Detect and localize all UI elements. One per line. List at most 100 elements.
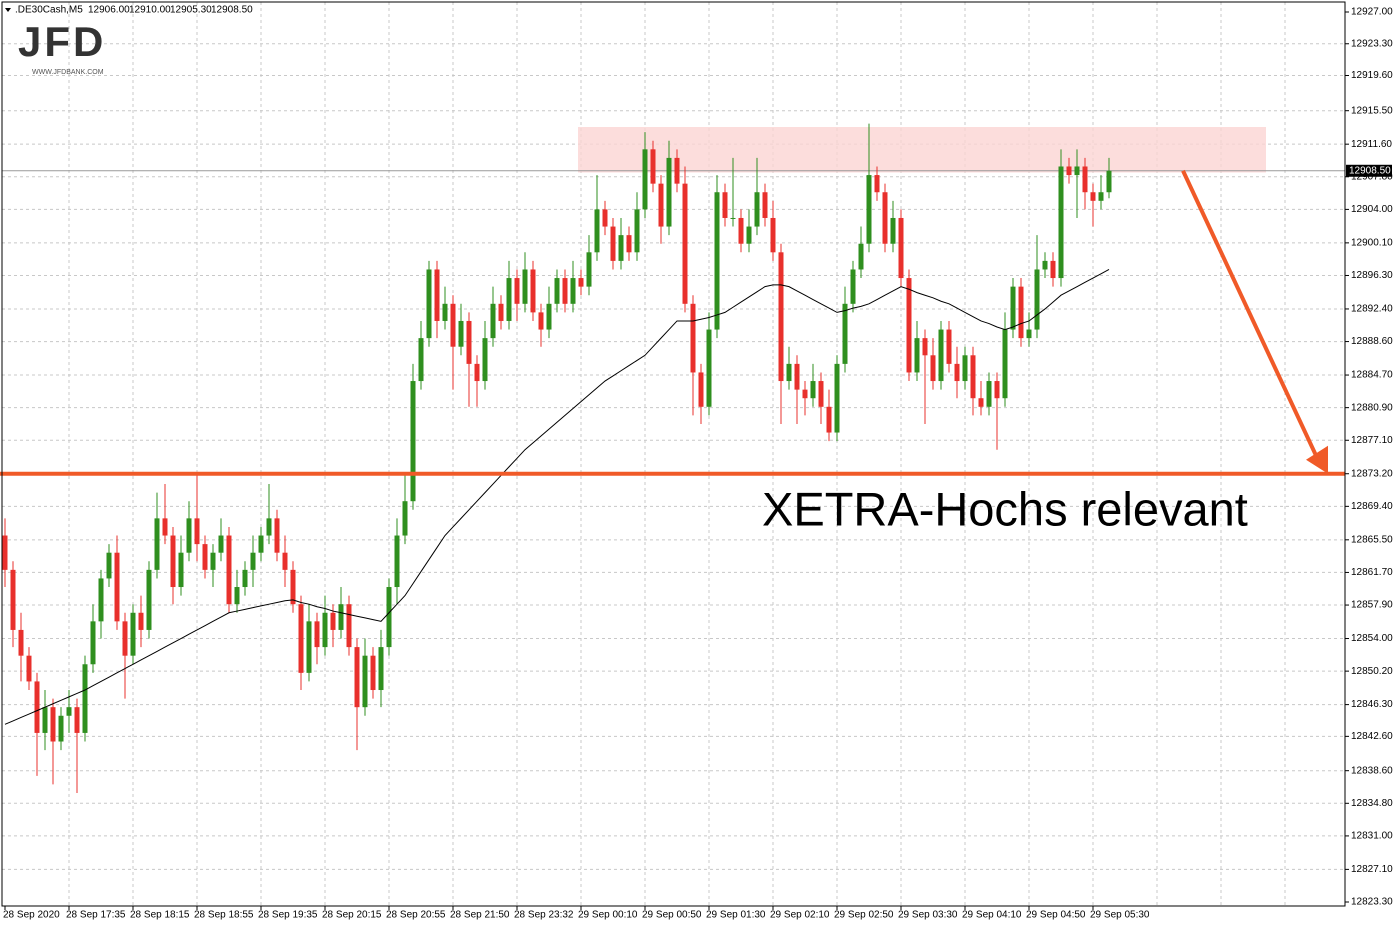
candle-body (410, 381, 416, 502)
y-tick-label: 12911.60 (1351, 139, 1392, 150)
candle-body (10, 569, 16, 630)
candle-body (394, 535, 400, 588)
candle-body (66, 707, 72, 716)
candle-body (738, 217, 744, 244)
arrow-shaft (1181, 169, 1320, 461)
x-tick-label: 29 Sep 00:50 (642, 910, 702, 921)
y-tick-label: 12927.00 (1351, 7, 1393, 18)
logo-url: WWW.JFDBANK.COM (32, 69, 104, 76)
candle-body (778, 252, 784, 382)
candle-body (570, 278, 576, 304)
ohlc-value: 12908.50 (211, 5, 253, 16)
y-tick-label: 12846.30 (1351, 699, 1393, 710)
y-tick-label: 12854.00 (1351, 633, 1393, 644)
y-tick-label: 12915.50 (1351, 105, 1393, 116)
candle-body (154, 518, 160, 570)
candle-body (426, 269, 432, 339)
candle-body (794, 363, 800, 390)
candle-body (658, 183, 664, 227)
candle-body (954, 363, 960, 382)
candle-body (178, 552, 184, 588)
candle-body (682, 183, 688, 304)
y-tick-label: 12907.80 (1351, 171, 1393, 182)
candle-body (762, 192, 768, 218)
candle-body (42, 707, 48, 733)
candle-body (834, 363, 840, 433)
candle-body (898, 217, 904, 279)
candle-body (810, 381, 816, 399)
candle-body (714, 192, 720, 330)
candle-body (1034, 269, 1040, 330)
candle-body (378, 647, 384, 691)
candle-body (914, 338, 920, 373)
annotation: XETRA-Hochs relevant (762, 482, 1248, 535)
candle-body (1082, 166, 1088, 193)
candle-body (922, 338, 928, 356)
candle-body (1058, 166, 1064, 279)
candle-body (106, 552, 112, 579)
y-tick-label: 12892.40 (1351, 304, 1393, 315)
candle-body (18, 629, 24, 656)
y-tick-label: 12827.10 (1351, 864, 1393, 875)
y-tick-label: 12919.60 (1351, 70, 1393, 81)
candle-body (306, 621, 312, 673)
candle-body (482, 338, 488, 382)
candle-body (490, 303, 496, 339)
candle-body (842, 303, 848, 364)
y-tick-label: 12869.40 (1351, 501, 1393, 512)
candle-body (506, 278, 512, 321)
candle-body (1026, 329, 1032, 339)
candle-body (474, 363, 480, 382)
x-tick-label: 28 Sep 18:15 (130, 910, 190, 921)
candle-body (514, 278, 520, 304)
candle-body (818, 381, 824, 407)
candle-body (826, 406, 832, 433)
candle-body (850, 269, 856, 304)
candle-body (722, 192, 728, 218)
candle-body (338, 604, 344, 630)
y-tick-label: 12873.20 (1351, 468, 1393, 479)
candle-body (690, 303, 696, 373)
candle-body (1010, 286, 1016, 330)
candle-body (266, 518, 272, 536)
candle-body (194, 518, 200, 545)
candle-body (330, 612, 336, 630)
candle-body (962, 355, 968, 382)
candle-body (162, 518, 168, 536)
candle-body (354, 647, 360, 708)
candle-body (186, 518, 192, 553)
candle-body (594, 209, 600, 253)
candle-body (1050, 260, 1056, 279)
x-tick-label: 28 Sep 17:35 (66, 910, 126, 921)
y-tick-label: 12842.60 (1351, 731, 1393, 742)
x-tick-label: 29 Sep 05:30 (1090, 910, 1150, 921)
candle-body (562, 278, 568, 304)
candle-body (250, 552, 256, 570)
candle-body (58, 715, 64, 742)
candle-body (1002, 329, 1008, 399)
x-tick-label: 28 Sep 20:55 (386, 910, 446, 921)
candle-body (138, 612, 144, 630)
candle-body (946, 329, 952, 364)
candle-body (82, 664, 88, 733)
candle-body (610, 226, 616, 261)
candle-body (218, 535, 224, 553)
candle-body (1018, 286, 1024, 339)
candle-body (34, 681, 40, 733)
y-tick-label: 12850.20 (1351, 666, 1393, 677)
x-tick-label: 28 Sep 21:50 (450, 910, 510, 921)
candle-body (90, 621, 96, 665)
y-tick-label: 12865.50 (1351, 534, 1393, 545)
candle-body (74, 707, 80, 733)
candle-body (1098, 192, 1104, 201)
candle-body (530, 269, 536, 313)
ohlc-value: 12910.00 (129, 5, 171, 16)
candle-body (978, 398, 984, 407)
candle-body (234, 587, 240, 605)
y-tick-label: 12923.30 (1351, 38, 1393, 49)
candle-body (2, 535, 8, 570)
candle-body (274, 518, 280, 553)
plot-frame (1, 1, 1346, 907)
